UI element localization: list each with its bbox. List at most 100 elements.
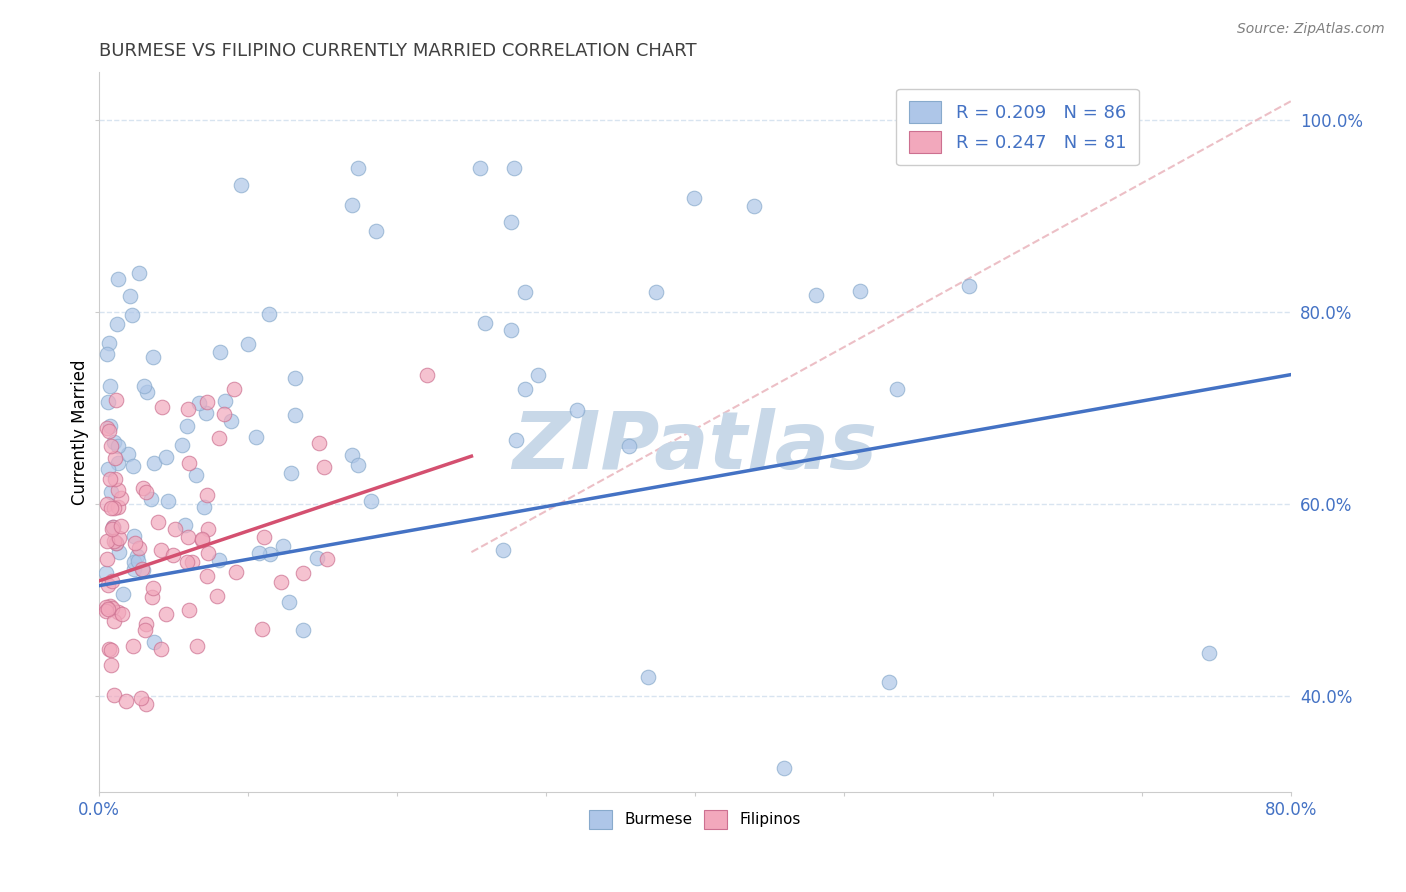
Point xyxy=(107,439,129,453)
Point xyxy=(180,555,202,569)
Point xyxy=(103,533,125,548)
Point xyxy=(225,566,247,580)
Point xyxy=(107,500,129,514)
Point xyxy=(127,549,149,563)
Point xyxy=(96,498,118,512)
Point xyxy=(121,458,143,473)
Point xyxy=(259,307,281,321)
Point xyxy=(194,407,217,421)
Legend: Burmese, Filipinos: Burmese, Filipinos xyxy=(583,804,807,835)
Point xyxy=(110,491,132,505)
Point xyxy=(104,450,127,465)
Point xyxy=(238,337,260,351)
Point xyxy=(513,382,536,396)
Point xyxy=(100,643,122,657)
Point xyxy=(142,350,165,364)
Point xyxy=(195,569,218,583)
Point xyxy=(1198,646,1220,660)
Point xyxy=(96,552,118,566)
Point xyxy=(187,396,209,410)
Point xyxy=(205,589,228,603)
Point xyxy=(120,289,142,303)
Point xyxy=(101,574,124,588)
Point xyxy=(214,394,236,409)
Point xyxy=(645,285,668,300)
Point xyxy=(347,458,370,472)
Point xyxy=(114,694,136,708)
Point xyxy=(307,550,329,565)
Point xyxy=(105,317,128,331)
Text: BURMESE VS FILIPINO CURRENTLY MARRIED CORRELATION CHART: BURMESE VS FILIPINO CURRENTLY MARRIED CO… xyxy=(98,42,696,60)
Point xyxy=(468,161,491,176)
Point xyxy=(195,487,218,501)
Point xyxy=(162,549,184,563)
Point xyxy=(804,288,827,302)
Point xyxy=(107,545,129,559)
Text: Source: ZipAtlas.com: Source: ZipAtlas.com xyxy=(1237,22,1385,37)
Point xyxy=(101,519,124,533)
Point xyxy=(110,518,132,533)
Point xyxy=(103,519,125,533)
Point xyxy=(177,530,200,544)
Point xyxy=(197,522,219,536)
Point xyxy=(134,624,156,638)
Point xyxy=(129,691,152,706)
Point xyxy=(250,622,273,636)
Point xyxy=(340,448,363,462)
Point xyxy=(416,368,439,382)
Y-axis label: Currently Married: Currently Married xyxy=(72,359,89,505)
Point xyxy=(131,562,153,576)
Point xyxy=(742,199,765,213)
Point xyxy=(97,336,120,351)
Point xyxy=(174,518,197,533)
Point xyxy=(193,500,215,514)
Point xyxy=(177,401,200,416)
Point xyxy=(565,403,588,417)
Point xyxy=(103,614,125,628)
Point xyxy=(364,224,387,238)
Point xyxy=(501,215,523,229)
Point xyxy=(474,316,496,330)
Point xyxy=(124,536,146,550)
Point xyxy=(190,533,212,548)
Point xyxy=(121,639,143,653)
Point xyxy=(135,617,157,632)
Point xyxy=(121,308,143,322)
Point xyxy=(212,407,235,421)
Point xyxy=(312,460,335,475)
Point xyxy=(682,191,704,205)
Point xyxy=(132,481,155,495)
Point xyxy=(184,468,207,483)
Point xyxy=(96,599,118,614)
Point xyxy=(197,546,219,560)
Point xyxy=(103,688,125,702)
Point xyxy=(111,587,134,601)
Point xyxy=(117,448,139,462)
Point xyxy=(176,419,198,434)
Point xyxy=(172,438,194,452)
Point xyxy=(141,581,163,595)
Point xyxy=(259,547,281,561)
Point xyxy=(97,602,120,616)
Point xyxy=(97,424,120,438)
Point xyxy=(280,466,302,480)
Point xyxy=(135,484,157,499)
Point xyxy=(208,344,231,359)
Point xyxy=(142,635,165,649)
Point xyxy=(179,603,201,617)
Point xyxy=(97,462,120,476)
Point xyxy=(96,421,118,435)
Point xyxy=(177,456,200,470)
Point xyxy=(100,500,122,515)
Point xyxy=(347,161,370,176)
Point xyxy=(101,601,124,615)
Point xyxy=(957,279,980,293)
Point xyxy=(176,555,198,569)
Point xyxy=(149,642,172,657)
Point xyxy=(101,522,124,536)
Point xyxy=(122,562,145,576)
Point xyxy=(149,542,172,557)
Point xyxy=(773,761,796,775)
Point xyxy=(128,266,150,280)
Point xyxy=(165,522,187,536)
